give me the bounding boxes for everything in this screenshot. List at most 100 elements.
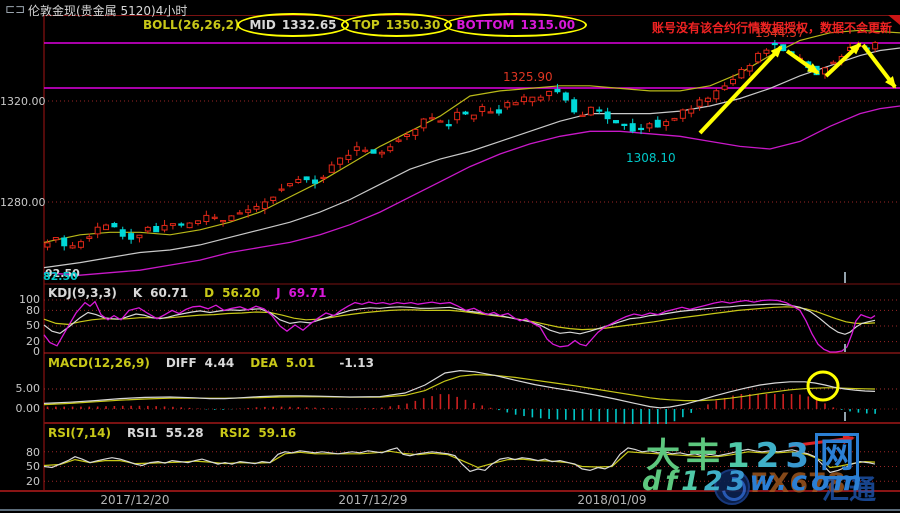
kdj-y-0: 0 <box>33 345 40 358</box>
candle-body <box>629 123 636 132</box>
candle-body <box>270 196 277 201</box>
candle-body <box>153 225 160 233</box>
trend-arrow-annotation <box>785 49 820 75</box>
watermark-char: m <box>833 466 866 497</box>
candle-body <box>671 117 678 121</box>
rsi-y-50: 50 <box>26 460 40 473</box>
candle-body <box>353 146 360 151</box>
x-date-1: 2017/12/20 <box>100 493 170 507</box>
candle-body <box>596 109 603 112</box>
boll-header-row: BOLL(26,26,2) MID 1332.65 TOP 1350.30 BO… <box>143 13 588 37</box>
kdj-k-label: K <box>132 286 143 300</box>
macd-y-0: 0.00 <box>15 402 41 415</box>
candle-body <box>663 121 670 126</box>
rsi-header-row: RSI(7,14) RSI1 55.28 RSI2 59.16 <box>48 426 296 440</box>
candle-body <box>688 108 695 114</box>
candle-body <box>738 69 745 79</box>
candle-body <box>136 234 143 239</box>
macd-histogram <box>46 394 876 424</box>
candle-body <box>387 146 394 152</box>
candle-body <box>211 216 218 219</box>
x-date-2: 2017/12/29 <box>338 493 408 507</box>
overlapped-scale-label-bottom: 82.50 <box>43 270 78 283</box>
watermark-char: 3 <box>726 466 750 497</box>
candle-body <box>253 205 260 210</box>
chart-window-icon: ⊏⊐ <box>5 2 26 16</box>
macd-diff-line <box>43 369 876 409</box>
kdj-y-80: 80 <box>26 304 40 317</box>
kdj-j-value: 69.71 <box>288 286 327 300</box>
boll-mid-value: 1332.65 <box>281 18 337 32</box>
rsi-y-80: 80 <box>26 446 40 459</box>
candle-body <box>370 149 377 154</box>
watermark-char: 大 <box>646 436 686 476</box>
candle-body <box>94 226 101 235</box>
watermark-char: . <box>776 466 791 497</box>
kdj-y-50: 50 <box>26 319 40 332</box>
candle-body <box>378 151 385 155</box>
macd-dea-label: DEA <box>250 356 278 370</box>
candle-body <box>111 223 118 228</box>
candle-body <box>554 88 561 93</box>
boll-mid-line <box>43 47 900 269</box>
no-data-permission-warning: 账号没有该合约行情数据授权，数据不会更新 <box>651 21 892 35</box>
rsi-indicator-label: RSI(7,14) <box>48 426 111 440</box>
candle-body <box>571 99 578 113</box>
watermark-char: 3 <box>785 436 816 476</box>
boll-bottom-group: BOTTOM 1315.00 <box>444 13 588 37</box>
rsi1-line <box>43 447 876 474</box>
fx678-watermark: FX678 <box>750 468 846 499</box>
candle-body <box>479 106 486 112</box>
kdj-d-value: 56.20 <box>222 286 261 300</box>
watermark-char: d <box>642 466 666 497</box>
candle-body <box>872 42 879 50</box>
candle-body <box>228 215 235 222</box>
df123-site-watermark: df123w.com <box>642 466 866 497</box>
candle-body <box>303 176 310 181</box>
candle-body <box>704 97 711 102</box>
rsi2-label: RSI2 <box>219 426 251 440</box>
candle-body <box>144 226 151 232</box>
candle-body <box>119 229 126 237</box>
boll-top-value: 1350.30 <box>385 18 441 32</box>
candle-body <box>587 106 594 116</box>
trend-arrow-annotation <box>698 45 783 135</box>
candle-body <box>103 224 110 231</box>
candle-body <box>646 123 653 129</box>
main-y-tick-1280: 1280.00 <box>0 196 46 209</box>
candle-body <box>521 96 528 103</box>
watermark-char: 1 <box>681 466 704 497</box>
price-label-1325: 1325.90 <box>503 70 553 84</box>
candle-body <box>245 209 252 213</box>
candle-body <box>169 223 176 226</box>
kdj-d-line <box>43 306 876 331</box>
candle-body <box>220 219 227 223</box>
boll-mid-group: MID 1332.65 <box>237 13 349 37</box>
candle-body <box>612 120 619 124</box>
candle-body <box>412 128 419 136</box>
price-label-1308: 1308.10 <box>626 151 676 165</box>
candle-body <box>696 99 703 107</box>
kdj-indicator-label: KDJ(9,3,3) <box>48 286 117 300</box>
candle-body <box>337 157 344 165</box>
kdj-j-line <box>43 299 876 353</box>
candle-body <box>621 123 628 126</box>
candle-body <box>529 96 536 103</box>
candle-body <box>278 188 285 191</box>
candle-body <box>52 237 59 241</box>
trend-arrow-annotation <box>861 43 897 89</box>
candle-body <box>821 67 828 75</box>
kdj-y-100: 100 <box>19 293 40 306</box>
rsi2-value: 59.16 <box>258 426 297 440</box>
candle-body <box>345 154 352 161</box>
candle-body <box>562 92 569 101</box>
candle-body <box>186 222 193 229</box>
candle-body <box>763 49 770 54</box>
macd-hist-value: -1.13 <box>339 356 374 370</box>
macd-y-5: 5.00 <box>15 382 41 395</box>
trend-arrow-annotation <box>824 42 862 78</box>
kdj-k-value: 60.71 <box>150 286 189 300</box>
candle-body <box>328 164 335 173</box>
